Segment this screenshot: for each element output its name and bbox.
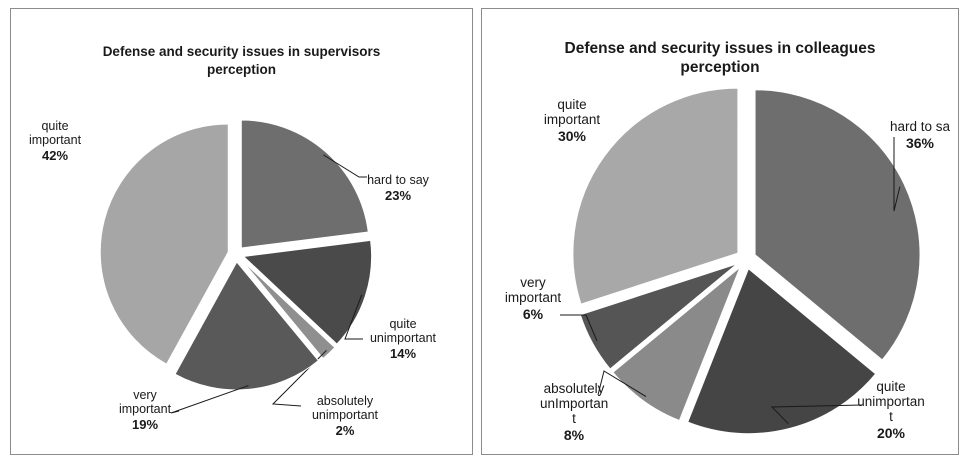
- slice-label-very-important: very important 19%: [111, 388, 179, 433]
- slice-value: 8%: [540, 427, 608, 443]
- slice-value: 36%: [882, 135, 958, 151]
- chart-panel-colleagues: Defense and security issues in colleague…: [481, 8, 959, 455]
- slice-name: quite important: [528, 97, 616, 127]
- slice-value: 6%: [498, 306, 568, 322]
- slice-label-quite-important: quite important 30%: [528, 97, 616, 144]
- slice-value: 23%: [365, 188, 431, 204]
- slice-label-absolutely-unimportant: absolutely unimportant 2%: [303, 394, 387, 439]
- slice-label-quite-unimportant: quite unimportan t 20%: [856, 379, 926, 441]
- slice-value: 20%: [856, 425, 926, 441]
- slice-label-quite-important: quite important 42%: [23, 119, 87, 164]
- slice-name: quite important: [23, 119, 87, 147]
- chart-title: Defense and security issues in superviso…: [11, 43, 472, 79]
- chart-title: Defense and security issues in colleague…: [482, 39, 958, 77]
- slice-label-hard-to-sa: hard to sa 36%: [882, 119, 958, 151]
- chart-panel-supervisors: Defense and security issues in superviso…: [10, 8, 473, 455]
- pie-slice-hard-to-say: [241, 120, 368, 248]
- slice-name: very important: [111, 388, 179, 416]
- slice-name: quite unimportan t: [856, 379, 926, 424]
- slice-label-quite-unimportant: quite unimportant 14%: [363, 317, 443, 362]
- slice-label-absolutely-unimportant: absolutely unImportan t 8%: [540, 381, 608, 443]
- slice-name: absolutely unImportan t: [540, 381, 608, 426]
- slice-name: quite unimportant: [363, 317, 443, 345]
- slice-label-hard-to-say: hard to say 23%: [365, 173, 431, 204]
- slice-value: 2%: [303, 423, 387, 439]
- slice-name: hard to sa: [882, 119, 958, 134]
- slice-label-very-important: very important 6%: [498, 275, 568, 322]
- slice-name: absolutely unimportant: [303, 394, 387, 422]
- slice-value: 30%: [528, 128, 616, 144]
- slice-value: 19%: [111, 417, 179, 433]
- slice-value: 14%: [363, 346, 443, 362]
- leader-line-very-important: [171, 386, 248, 413]
- slice-name: hard to say: [365, 173, 431, 187]
- slice-value: 42%: [23, 148, 87, 164]
- slice-name: very important: [498, 275, 568, 305]
